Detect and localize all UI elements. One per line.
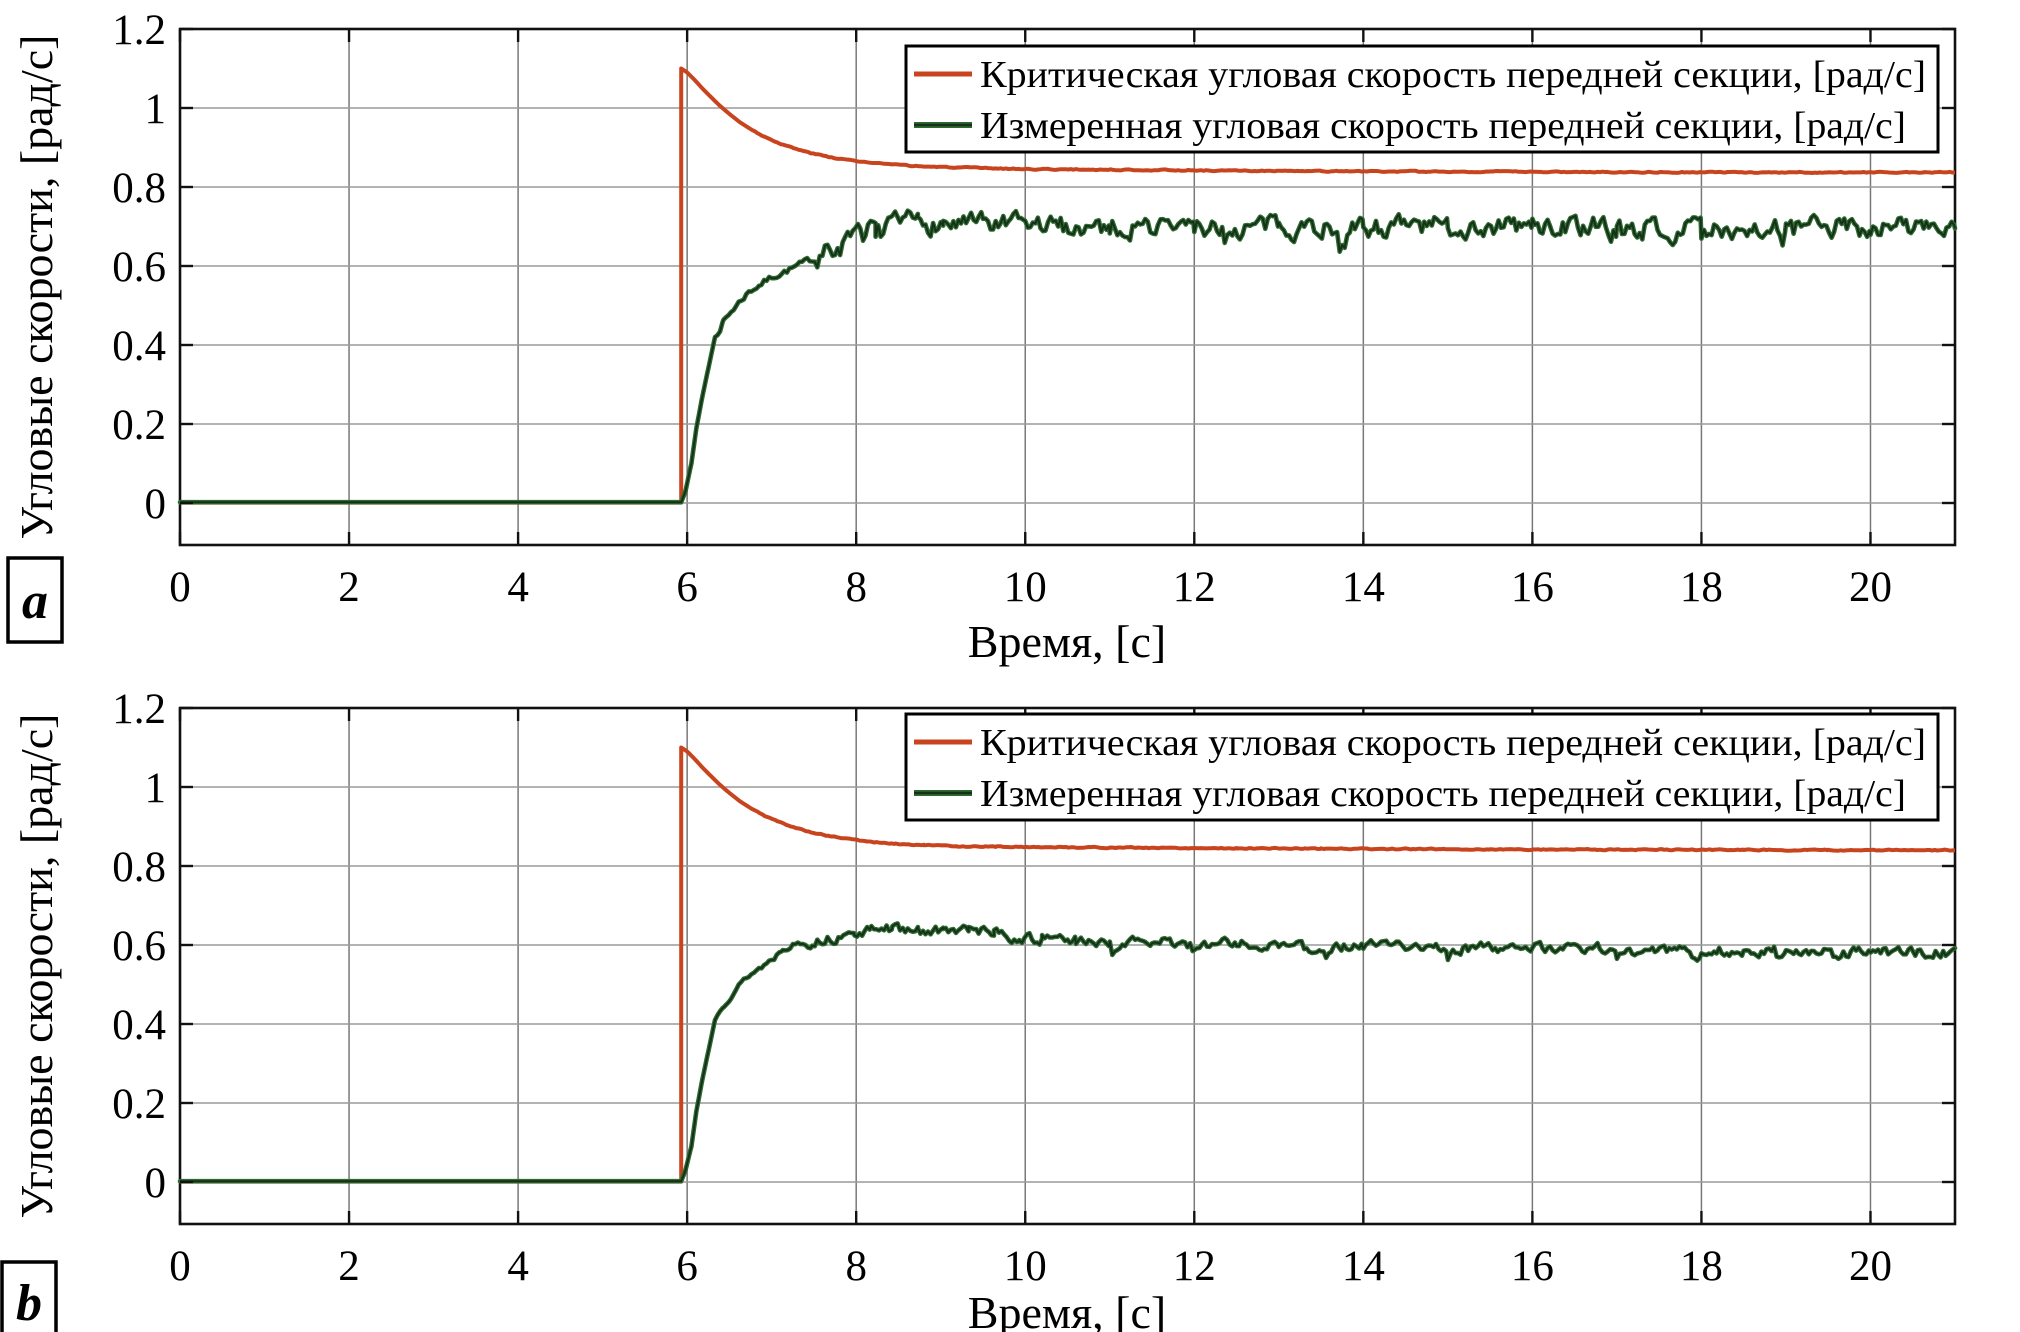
y-axis-label-a: Угловые скорости, [рад/с] <box>11 35 62 540</box>
y-tick-label: 1.2 <box>112 7 166 54</box>
y-tick-label: 0.2 <box>112 1081 166 1128</box>
legend-label-critical-b: Критическая угловая скорость передней се… <box>980 722 1926 764</box>
y-axis-label-b: Угловые скорости, [рад/с] <box>11 714 62 1219</box>
legend-item-critical-b: Критическая угловая скорость передней се… <box>914 722 1926 764</box>
panel-badge-box-b <box>0 1260 58 1332</box>
x-tick-label: 14 <box>1342 564 1385 611</box>
legend-item-measured-a: Измеренная угловая скорость передней сек… <box>914 105 1906 147</box>
series-measured-halo <box>177 921 1958 1184</box>
series-measured-halo <box>177 208 1958 505</box>
plot-area-b <box>178 706 1957 1226</box>
y-tick-label: 0.8 <box>112 844 166 891</box>
legend-a: Критическая угловая скорость передней се… <box>904 44 1940 154</box>
legend-item-measured-b: Измеренная угловая скорость передней сек… <box>914 773 1906 815</box>
ticklabels-a: 0 2 4 6 8 10 12 14 16 18 20 0 0.2 0.4 0.6 0.8 1 1.2 <box>112 7 1892 611</box>
panel-badge-b: b <box>0 1260 58 1332</box>
ticklabels-b: 0 2 4 6 8 10 12 14 16 18 20 0 0.2 0.4 0.6 0.8 1 1.2 <box>112 686 1892 1290</box>
panel-badge-label-b: b <box>16 1275 42 1332</box>
x-tick-label: 8 <box>845 1243 867 1290</box>
x-tick-label: 10 <box>1004 1243 1047 1290</box>
plot-area-a <box>178 27 1957 547</box>
legend-label-measured-a: Измеренная угловая скорость передней сек… <box>980 105 1906 147</box>
x-axis-label-b: Время, [с] <box>968 1287 1166 1332</box>
x-tick-label: 0 <box>169 564 191 611</box>
x-tick-label: 0 <box>169 1243 191 1290</box>
y-tick-label: 1 <box>145 86 167 133</box>
x-tick-label: 12 <box>1173 564 1216 611</box>
panel-badge-a: a <box>6 556 64 644</box>
x-axis-label-a: Время, [с] <box>968 616 1166 667</box>
ticks-a <box>178 27 1955 545</box>
panel-badge-label-a: a <box>22 573 48 630</box>
panel-badge-box-a <box>6 556 64 644</box>
x-tick-label: 6 <box>676 1243 698 1290</box>
y-tick-label: 0.4 <box>112 323 166 370</box>
series-measured-line <box>180 209 1956 504</box>
y-tick-label: 0.2 <box>112 402 166 449</box>
x-tick-label: 16 <box>1511 564 1554 611</box>
series-measured-line <box>180 922 1956 1183</box>
x-tick-label: 6 <box>676 564 698 611</box>
chart-a: 0 2 4 6 8 10 12 14 16 18 20 0 0.2 0.4 0.6 0.8 1 1.2 Время… <box>6 7 1958 667</box>
y-tick-label: 1 <box>145 765 167 812</box>
legend-item-critical-a: Критическая угловая скорость передней се… <box>914 54 1926 96</box>
y-tick-label: 0 <box>145 1160 167 1207</box>
x-tick-label: 18 <box>1680 564 1723 611</box>
y-tick-label: 0 <box>145 481 167 528</box>
x-tick-label: 14 <box>1342 1243 1385 1290</box>
legend-box-a <box>904 44 1940 154</box>
legend-label-critical-a: Критическая угловая скорость передней се… <box>980 54 1926 96</box>
legend-label-measured-b: Измеренная угловая скорость передней сек… <box>980 773 1906 815</box>
y-tick-label: 0.8 <box>112 165 166 212</box>
legend-b: Критическая угловая скорость передней се… <box>904 712 1940 822</box>
series-b <box>177 745 1958 1184</box>
x-tick-label: 4 <box>507 1243 529 1290</box>
x-tick-label: 4 <box>507 564 529 611</box>
y-tick-label: 0.4 <box>112 1002 166 1049</box>
x-tick-label: 2 <box>338 564 360 611</box>
y-tick-label: 1.2 <box>112 686 166 733</box>
y-tick-label: 0.6 <box>112 923 166 970</box>
x-tick-label: 16 <box>1511 1243 1554 1290</box>
x-tick-label: 2 <box>338 1243 360 1290</box>
legend-box-b <box>904 712 1940 822</box>
chart-b: 0 2 4 6 8 10 12 14 16 18 20 0 0.2 0.4 0.6 0.8 1 1.2 Время… <box>0 686 1958 1332</box>
x-tick-label: 18 <box>1680 1243 1723 1290</box>
y-tick-label: 0.6 <box>112 244 166 291</box>
x-tick-label: 12 <box>1173 1243 1216 1290</box>
series-a <box>177 66 1958 505</box>
x-tick-label: 20 <box>1849 564 1892 611</box>
x-tick-label: 10 <box>1004 564 1047 611</box>
x-tick-label: 8 <box>845 564 867 611</box>
x-tick-label: 20 <box>1849 1243 1892 1290</box>
